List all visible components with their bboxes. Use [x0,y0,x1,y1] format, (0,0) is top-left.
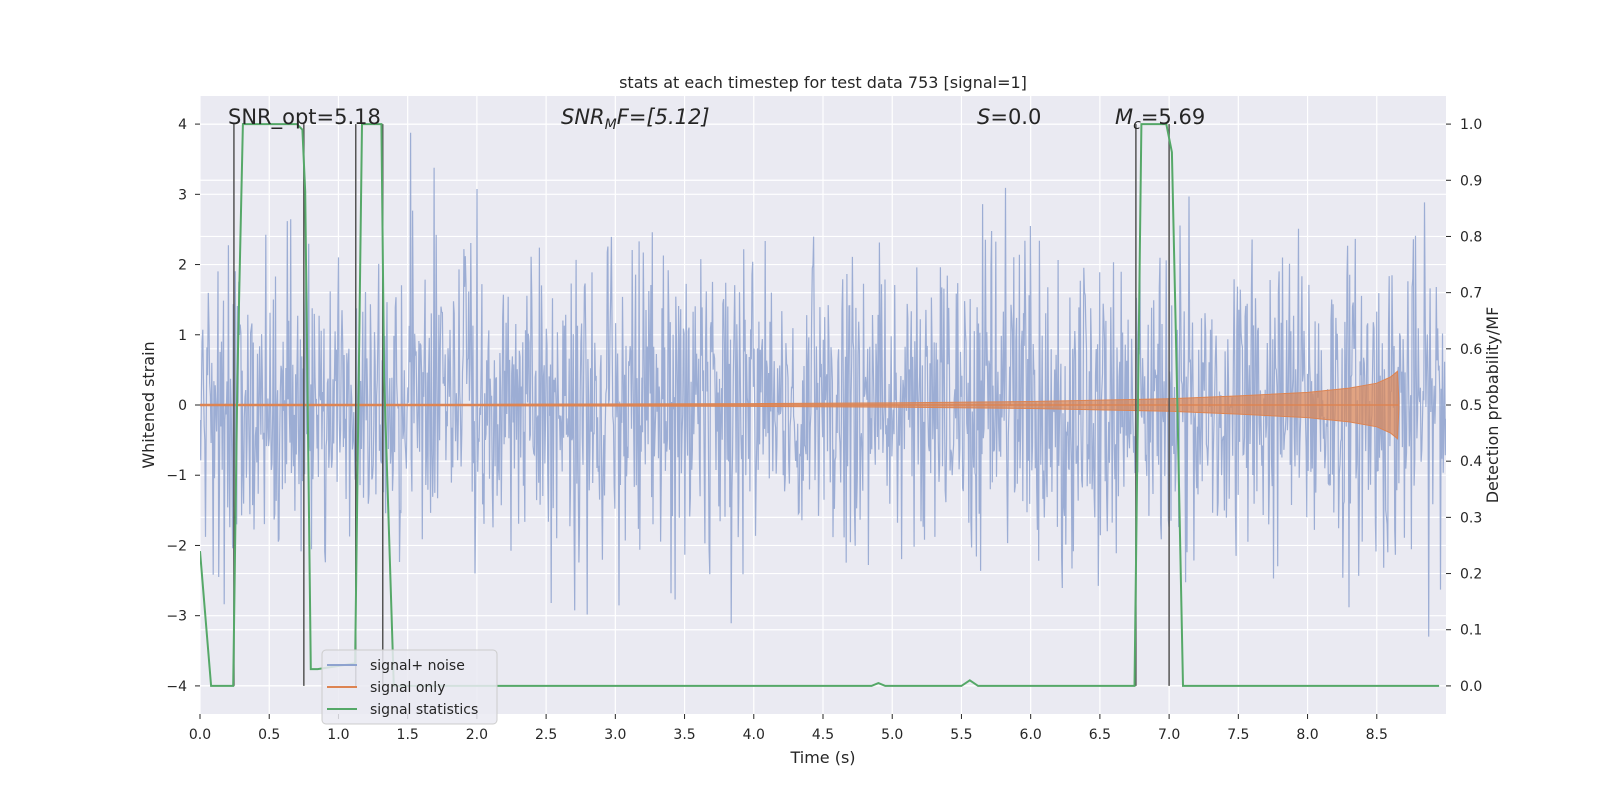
x-tick-label: 6.5 [1089,727,1111,743]
y-tick-label: −4 [166,679,187,695]
y2-axis-label: Detection probability/MF [1483,307,1502,504]
y2-tick-label: 0.6 [1460,342,1482,358]
y-tick-label: 1 [178,328,187,344]
y-tick-label: 3 [178,187,187,203]
x-tick-label: 3.5 [673,727,695,743]
legend-label-noise: signal+ noise [370,658,465,674]
y2-tick-label: 0.5 [1460,398,1482,414]
y-tick-label: 2 [178,258,187,274]
y2-tick-label: 1.0 [1460,117,1482,133]
y-axis-ticks: 4 3 2 1 0 −1 −2 −3 −4 [166,117,200,695]
y-tick-label: −2 [166,538,187,554]
x-tick-label: 5.5 [950,727,972,743]
y2-axis-ticks: 1.0 0.9 0.8 0.7 0.6 0.5 0.4 0.3 0.2 0.1 0.0 [1446,117,1482,695]
legend-label-stats: signal statistics [370,702,478,718]
x-tick-label: 7.5 [1227,727,1249,743]
s-rest: =0.0 [990,105,1041,129]
x-axis-label: Time (s) [789,748,855,767]
snr-mf-main: SNR [561,105,605,129]
annotation-snr-mf: SNRMF=[5.12] [561,105,710,133]
x-tick-label: 4.0 [743,727,765,743]
y2-tick-label: 0.0 [1460,679,1482,695]
s-main: S [977,105,990,129]
annotation-snr-opt: SNR_opt=5.18 [228,105,381,130]
y-tick-label: −1 [166,468,187,484]
x-tick-label: 0.5 [258,727,280,743]
y-axis-label: Whitened strain [139,341,158,468]
x-tick-label: 2.0 [466,727,488,743]
series-signal-only [200,370,1400,440]
x-tick-label: 0.0 [189,727,211,743]
mc-main: M [1115,105,1133,129]
x-tick-label: 1.0 [327,727,349,743]
y2-tick-label: 0.8 [1460,229,1482,245]
mc-subscript: c [1133,117,1141,133]
mc-rest: =5.69 [1141,105,1205,129]
x-tick-label: 2.5 [535,727,557,743]
x-tick-label: 8.5 [1366,727,1388,743]
y2-tick-label: 0.4 [1460,454,1482,470]
legend-label-signal: signal only [370,680,445,696]
y-tick-label: 4 [178,117,187,133]
x-tick-label: 8.0 [1296,727,1318,743]
x-tick-label: 3.0 [604,727,626,743]
x-tick-label: 1.5 [397,727,419,743]
snr-mf-subscript: M [605,117,617,133]
snr-mf-rest: F=[5.12] [617,105,710,129]
noise-line [200,132,1446,637]
y-tick-label: 0 [178,398,187,414]
x-tick-label: 6.0 [1020,727,1042,743]
x-tick-label: 5.0 [881,727,903,743]
legend-box [321,649,498,725]
chart-title: stats at each timestep for test data 753… [619,73,1027,92]
annotation-s: S=0.0 [977,105,1041,129]
x-tick-label: 4.5 [812,727,834,743]
y2-tick-label: 0.3 [1460,510,1482,526]
y2-tick-label: 0.9 [1460,173,1482,189]
series-signal-plus-noise [200,132,1446,637]
annotation-mc: Mc=5.69 [1115,105,1205,133]
legend: signal+ noise signal only signal statist… [321,649,498,725]
y2-tick-label: 0.2 [1460,567,1482,583]
y-tick-label: −3 [166,609,187,625]
x-axis-ticks: 0.0 0.5 1.0 1.5 2.0 2.5 3.0 3.5 4.0 4.5 5.0 5.5 6.0 6… [189,714,1388,743]
y2-tick-label: 0.1 [1460,623,1482,639]
y2-tick-label: 0.7 [1460,286,1482,302]
x-tick-label: 7.0 [1158,727,1180,743]
